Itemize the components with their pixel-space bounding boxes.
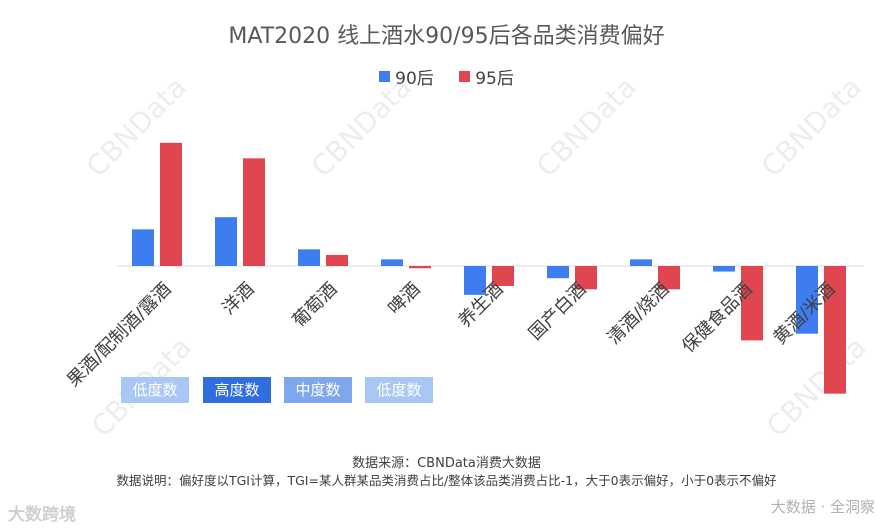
bar-90-4	[464, 266, 486, 295]
bar-95-5	[575, 266, 597, 290]
bar-95-1	[243, 158, 265, 266]
chart-title: MAT2020 线上酒水90/95后各品类消费偏好	[228, 24, 665, 49]
x-tick-label: 果酒/配制酒/露酒	[63, 279, 176, 392]
source-note: 数据来源：CBNData消费大数据	[352, 456, 541, 471]
bar-90-0	[132, 229, 154, 266]
x-tick-label: 清酒/烧酒	[603, 279, 673, 349]
legend-swatch-90	[379, 71, 391, 82]
legend-item-95: 95后	[459, 64, 514, 89]
bar-95-2	[326, 254, 348, 266]
brand-slogan: 大数据 · 全洞察	[770, 498, 875, 516]
x-tick-label: 洋酒	[218, 279, 258, 319]
x-tick-label: 啤酒	[384, 279, 424, 319]
level-badge: 低度数	[365, 377, 433, 403]
bar-95-3	[409, 266, 431, 269]
bar-95-0	[160, 142, 182, 266]
bar-90-2	[298, 249, 320, 266]
bar-90-6	[630, 259, 652, 266]
bar-95-8	[824, 266, 846, 394]
legend-label-90: 90后	[395, 69, 434, 89]
bar-90-7	[713, 266, 735, 272]
legend-label-95: 95后	[475, 69, 514, 89]
bar-90-5	[547, 266, 569, 279]
level-badge: 低度数	[121, 377, 189, 403]
legend: 90后 95后	[0, 64, 893, 89]
level-badge: 中度数	[284, 377, 352, 403]
bar-90-3	[381, 259, 403, 266]
bar-95-4	[492, 266, 514, 286]
bar-90-1	[215, 217, 237, 266]
brand-logo-text: 大数跨境	[8, 505, 76, 525]
bar-95-7	[741, 266, 763, 341]
level-badge: 高度数	[203, 377, 271, 403]
x-tick-label: 葡萄酒	[289, 279, 342, 332]
legend-swatch-95	[459, 71, 471, 82]
bar-90-8	[796, 266, 818, 334]
bar-95-6	[658, 266, 680, 290]
definition-note: 数据说明：偏好度以TGI计算，TGI=某人群某品类消费占比/整体该品类消费占比-…	[116, 473, 777, 488]
x-tick-label: 国产白酒	[525, 279, 591, 345]
legend-item-90: 90后	[379, 64, 434, 89]
